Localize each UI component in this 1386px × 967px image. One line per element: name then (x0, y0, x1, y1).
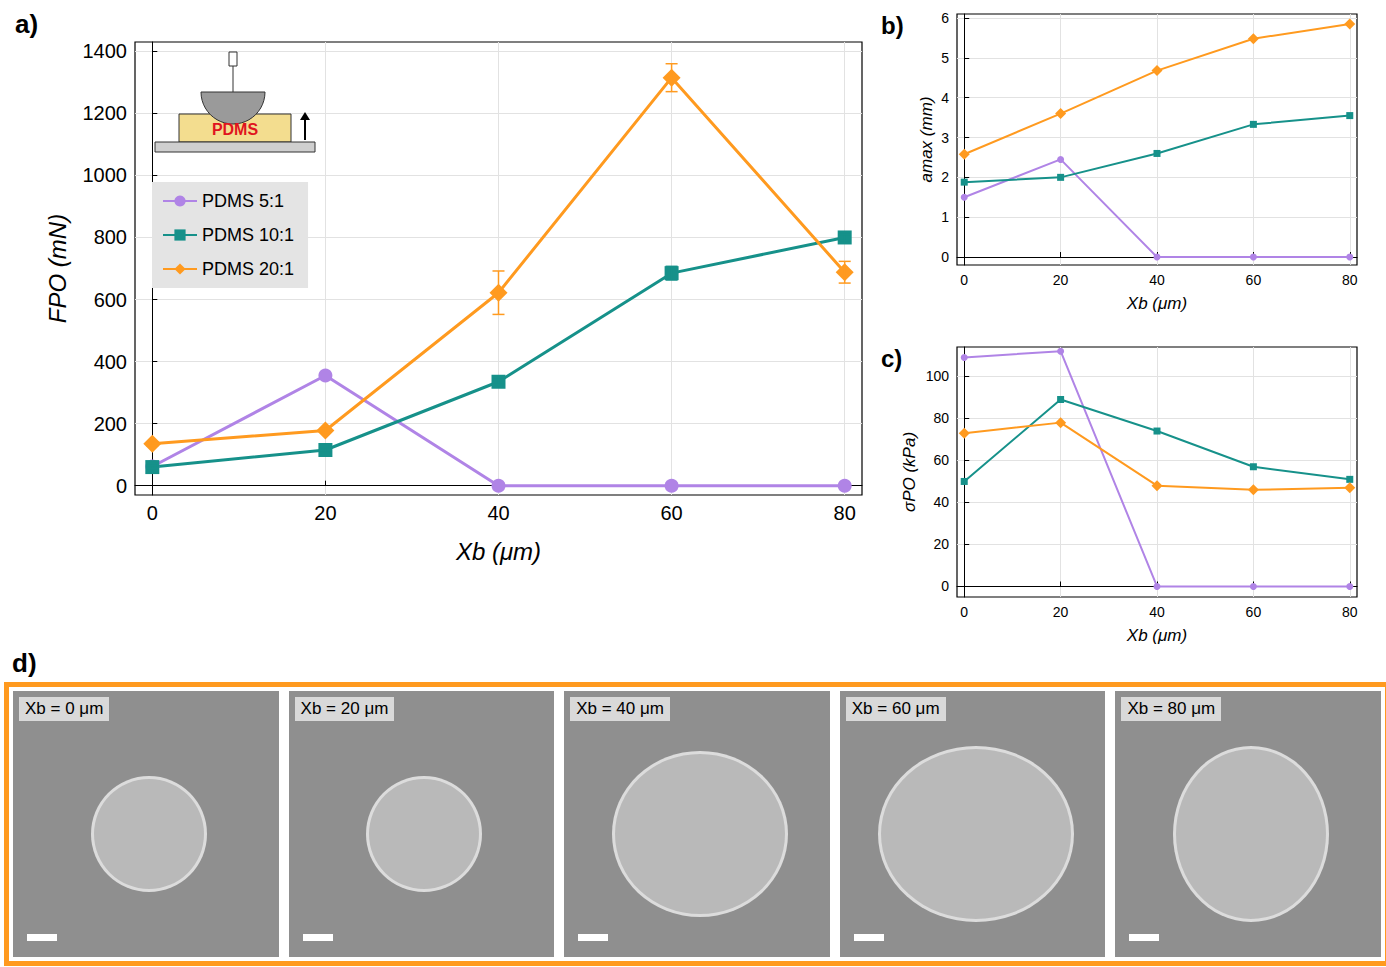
svg-text:4: 4 (941, 90, 949, 106)
svg-text:0: 0 (941, 249, 949, 265)
svg-text:Xb (μm): Xb (μm) (1126, 626, 1187, 645)
svg-text:60: 60 (1246, 272, 1262, 288)
svg-text:0: 0 (960, 604, 968, 620)
svg-text:20: 20 (1053, 272, 1069, 288)
svg-text:1200: 1200 (83, 102, 128, 124)
svg-text:40: 40 (1149, 604, 1165, 620)
html-text:Xb = 40 μm: Xb = 40 μm (576, 699, 664, 718)
svg-text:5: 5 (941, 50, 949, 66)
svg-text:3: 3 (941, 130, 949, 146)
html-text:Xb = 80 μm: Xb = 80 μm (1127, 699, 1216, 718)
svg-text:40: 40 (933, 494, 949, 510)
svg-text:100: 100 (926, 368, 950, 384)
svg-text:80: 80 (933, 410, 949, 426)
svg-text:PDMS: PDMS (212, 121, 259, 138)
svg-text:FPO (mN): FPO (mN) (44, 214, 71, 323)
svg-text:PDMS 5:1: PDMS 5:1 (202, 191, 284, 211)
svg-text:Xb (μm): Xb (μm) (1126, 294, 1187, 313)
svg-text:b): b) (881, 12, 904, 39)
svg-text:800: 800 (94, 226, 127, 248)
html-text:Xb = 0 μm: Xb = 0 μm (25, 699, 104, 718)
svg-text:Xb (μm): Xb (μm) (455, 538, 541, 565)
svg-text:60: 60 (1246, 604, 1262, 620)
svg-text:40: 40 (487, 502, 509, 524)
svg-text:0: 0 (960, 272, 968, 288)
svg-text:6: 6 (941, 10, 949, 26)
svg-text:40: 40 (1149, 272, 1165, 288)
svg-text:400: 400 (94, 351, 127, 373)
svg-text:600: 600 (94, 289, 127, 311)
html-text:Xb = 60 μm: Xb = 60 μm (851, 699, 940, 718)
svg-text:1: 1 (941, 209, 949, 225)
svg-text:80: 80 (1342, 272, 1358, 288)
svg-text:80: 80 (1342, 604, 1358, 620)
svg-text:1400: 1400 (83, 40, 128, 62)
svg-text:20: 20 (314, 502, 336, 524)
svg-text:60: 60 (660, 502, 682, 524)
svg-text:20: 20 (933, 536, 949, 552)
svg-text:c): c) (881, 345, 902, 372)
svg-text:80: 80 (834, 502, 856, 524)
svg-text:PDMS 20:1: PDMS 20:1 (202, 259, 294, 279)
svg-text:200: 200 (94, 413, 127, 435)
svg-text:20: 20 (1053, 604, 1069, 620)
svg-text:σPO (kPa): σPO (kPa) (900, 432, 919, 512)
svg-text:amax (mm): amax (mm) (917, 97, 936, 183)
svg-text:1000: 1000 (83, 164, 128, 186)
svg-text:0: 0 (116, 475, 127, 497)
svg-text:a): a) (15, 9, 38, 39)
svg-text:60: 60 (933, 452, 949, 468)
html-text:d): d) (12, 648, 37, 678)
svg-text:2: 2 (941, 169, 949, 185)
html-text:Xb = 20 μm: Xb = 20 μm (300, 699, 389, 718)
svg-text:0: 0 (147, 502, 158, 524)
svg-text:PDMS 10:1: PDMS 10:1 (202, 225, 294, 245)
svg-text:0: 0 (941, 578, 949, 594)
